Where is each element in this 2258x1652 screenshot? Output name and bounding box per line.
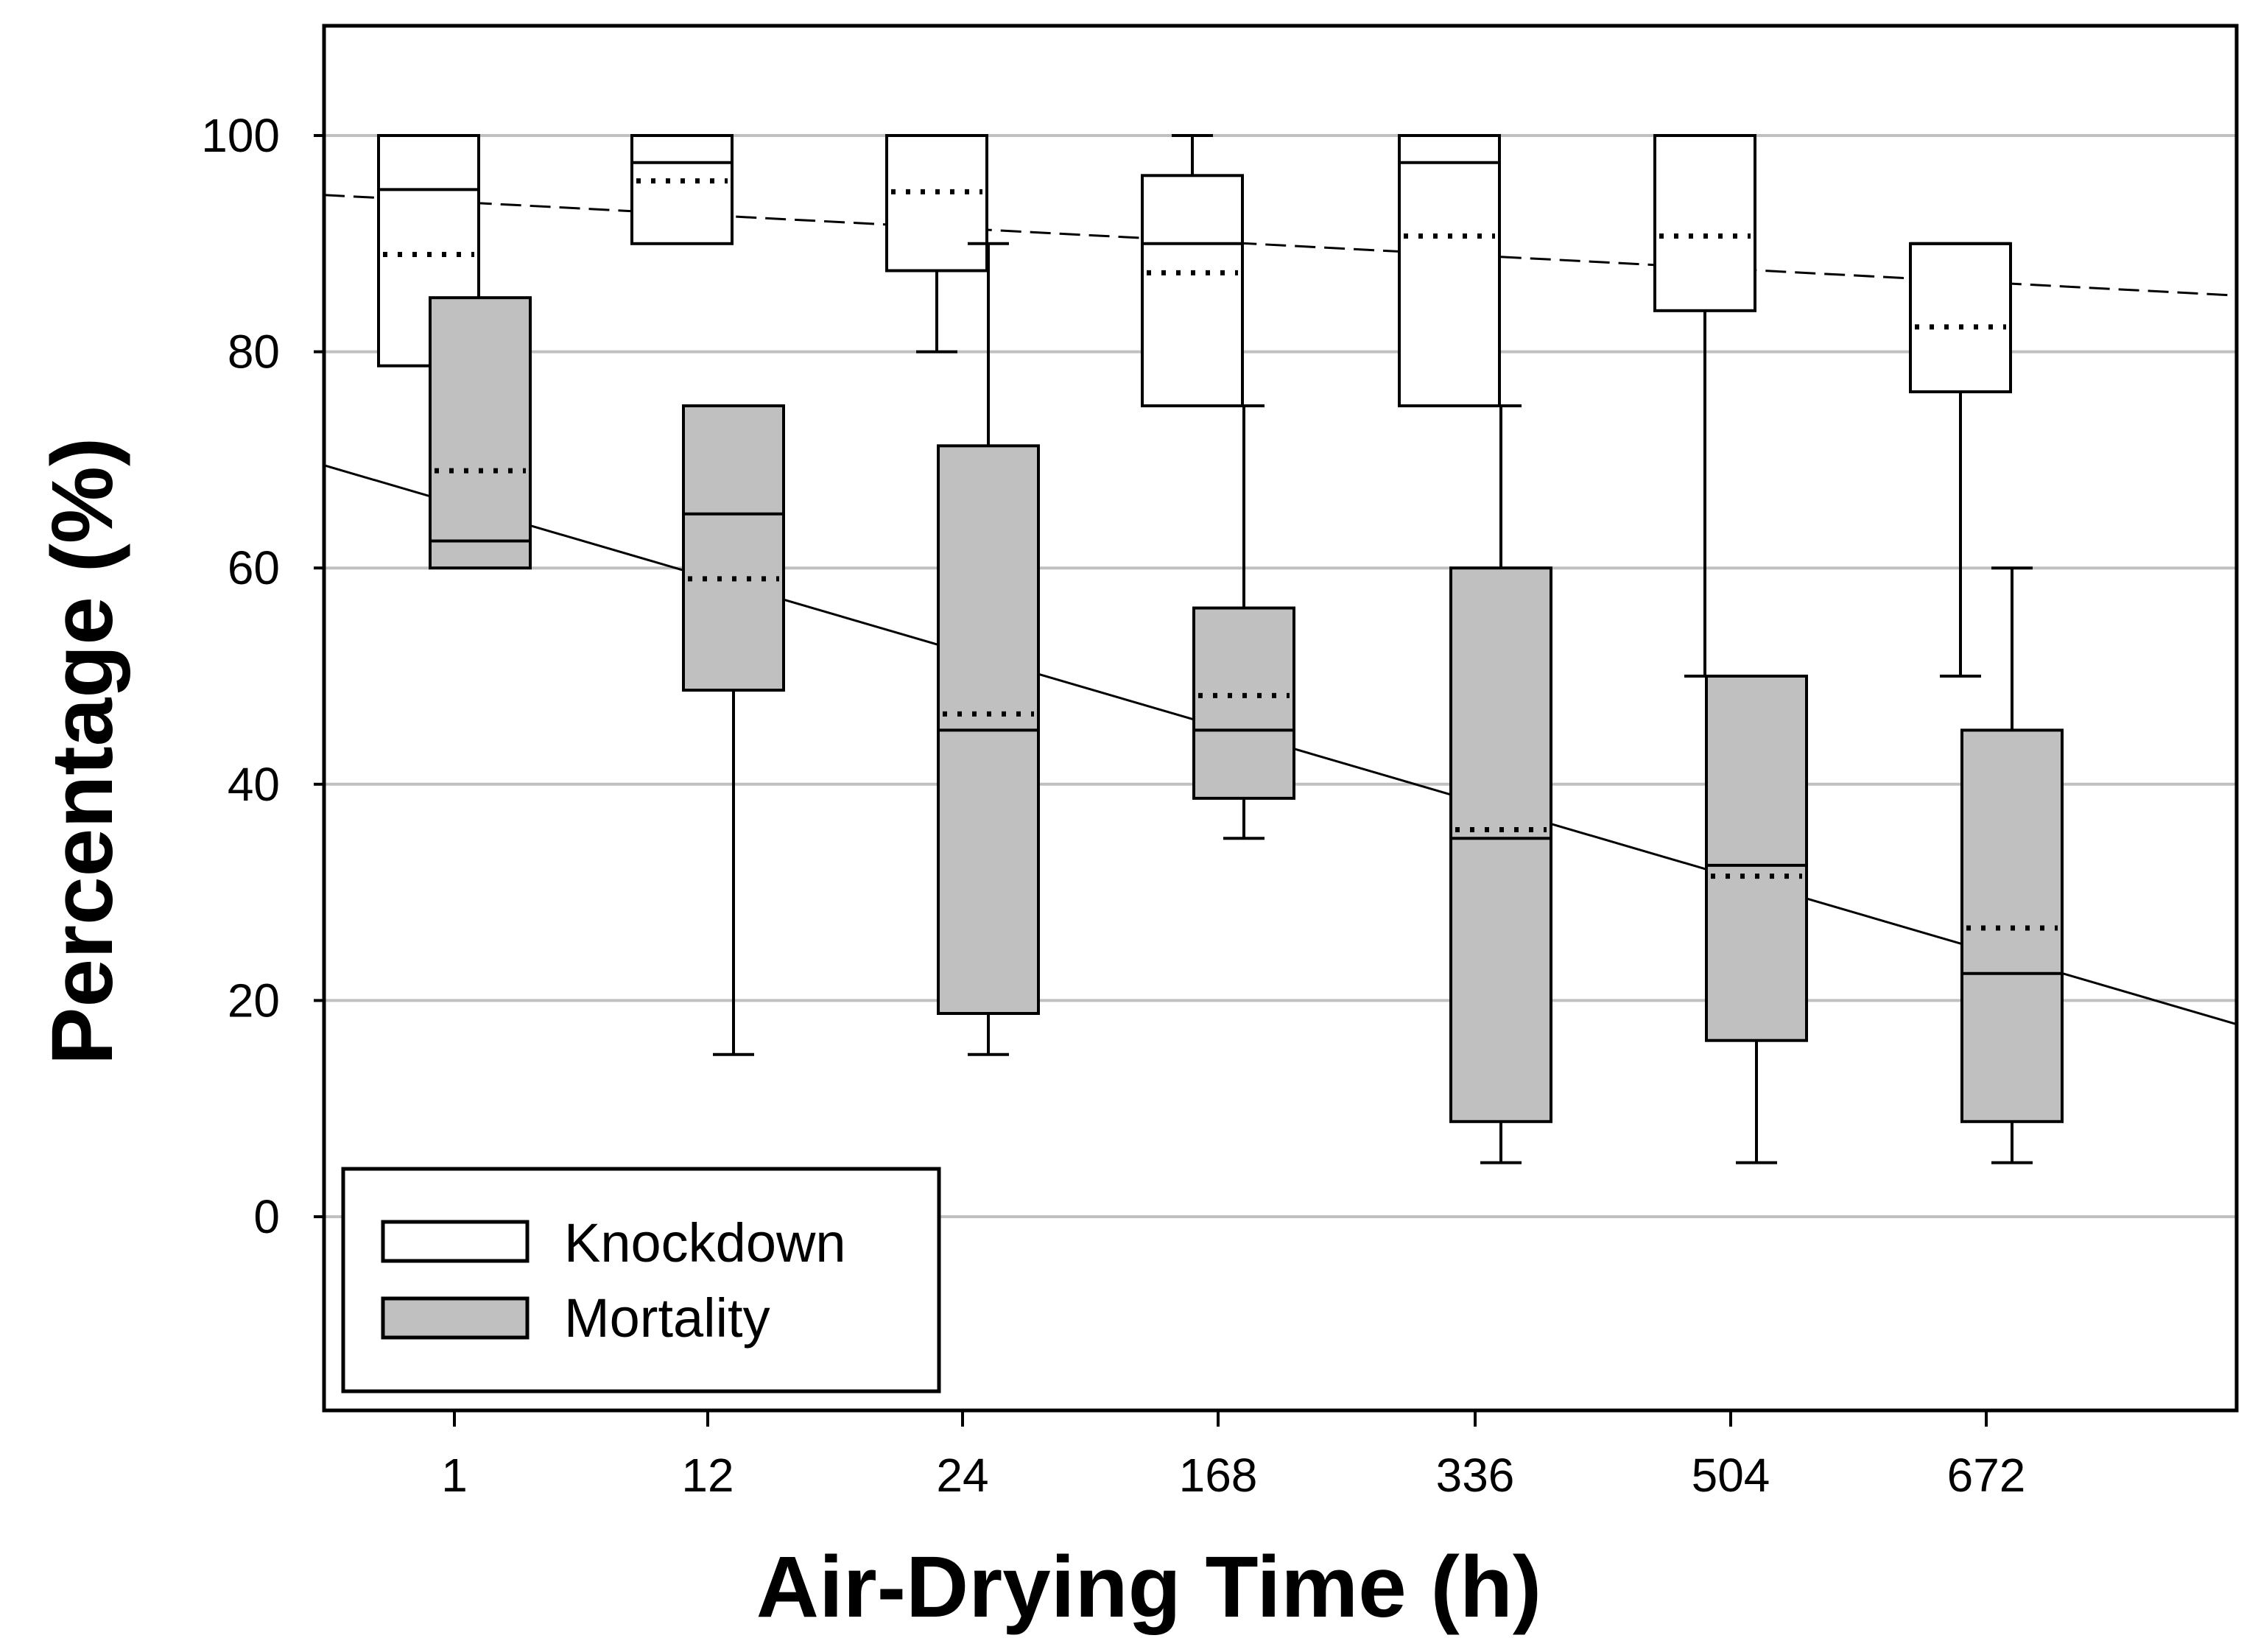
- box-iqr: [1653, 134, 1756, 312]
- y-tick-label: 100: [201, 109, 280, 162]
- legend-label-mortality: Mortality: [564, 1287, 770, 1349]
- x-axis-ticks: 1 12 24 168 336 504 672: [441, 1410, 2025, 1502]
- y-axis-ticks: 0 20 40 60 80 100: [201, 109, 324, 1243]
- x-tick-label: 1: [441, 1449, 468, 1502]
- knockdown-box-12: [630, 134, 734, 245]
- x-tick-label: 336: [1436, 1449, 1515, 1502]
- mortality-box-168: [1192, 404, 1295, 840]
- mortality-box-336: [1449, 404, 1552, 1164]
- legend-swatch-mortality: [381, 1296, 530, 1340]
- x-tick-label: 504: [1692, 1449, 1770, 1502]
- x-tick-label: 672: [1947, 1449, 2026, 1502]
- y-tick-label: 40: [228, 758, 280, 811]
- legend-swatch-knockdown: [381, 1220, 530, 1263]
- box-iqr: [885, 134, 988, 273]
- box-iqr: [1705, 675, 1808, 1042]
- legend: Knockdown Mortality: [341, 1167, 941, 1393]
- y-tick-label: 20: [228, 974, 280, 1027]
- legend-label-knockdown: Knockdown: [564, 1212, 846, 1273]
- legend-frame: [341, 1167, 941, 1393]
- knockdown-box-504: [1653, 134, 1756, 678]
- box-iqr: [429, 296, 532, 570]
- y-tick-label: 80: [228, 326, 280, 379]
- x-axis-title: Air-Drying Time (h): [756, 1539, 1541, 1636]
- box-iqr: [1449, 566, 1552, 1123]
- mortality-box-24: [937, 242, 1040, 1056]
- x-tick-label: 168: [1179, 1449, 1258, 1502]
- box-iqr: [682, 404, 785, 692]
- box-iqr: [630, 134, 734, 245]
- y-tick-label: 0: [253, 1190, 280, 1243]
- plot-frame: [322, 24, 2239, 1413]
- mortality-box-672: [1960, 566, 2064, 1164]
- knockdown-box-336: [1398, 134, 1501, 407]
- knockdown-box-24: [885, 134, 988, 354]
- mortality-box-1: [429, 296, 532, 570]
- box-iqr: [1398, 134, 1501, 407]
- mortality-box-504: [1705, 675, 1808, 1164]
- knockdown-box-672: [1909, 242, 2012, 678]
- x-tick-label: 24: [936, 1449, 988, 1502]
- knockdown-box-1: [377, 134, 480, 368]
- box-iqr: [1909, 242, 2012, 393]
- mortality-box-12: [682, 404, 785, 1056]
- y-axis-title: Percentage (%): [34, 437, 131, 1066]
- knockdown-box-168: [1141, 134, 1244, 407]
- x-tick-label: 12: [681, 1449, 734, 1502]
- boxes: [377, 134, 2064, 1164]
- box-iqr: [1192, 606, 1295, 800]
- y-tick-label: 60: [228, 541, 280, 594]
- box-iqr: [1141, 174, 1244, 407]
